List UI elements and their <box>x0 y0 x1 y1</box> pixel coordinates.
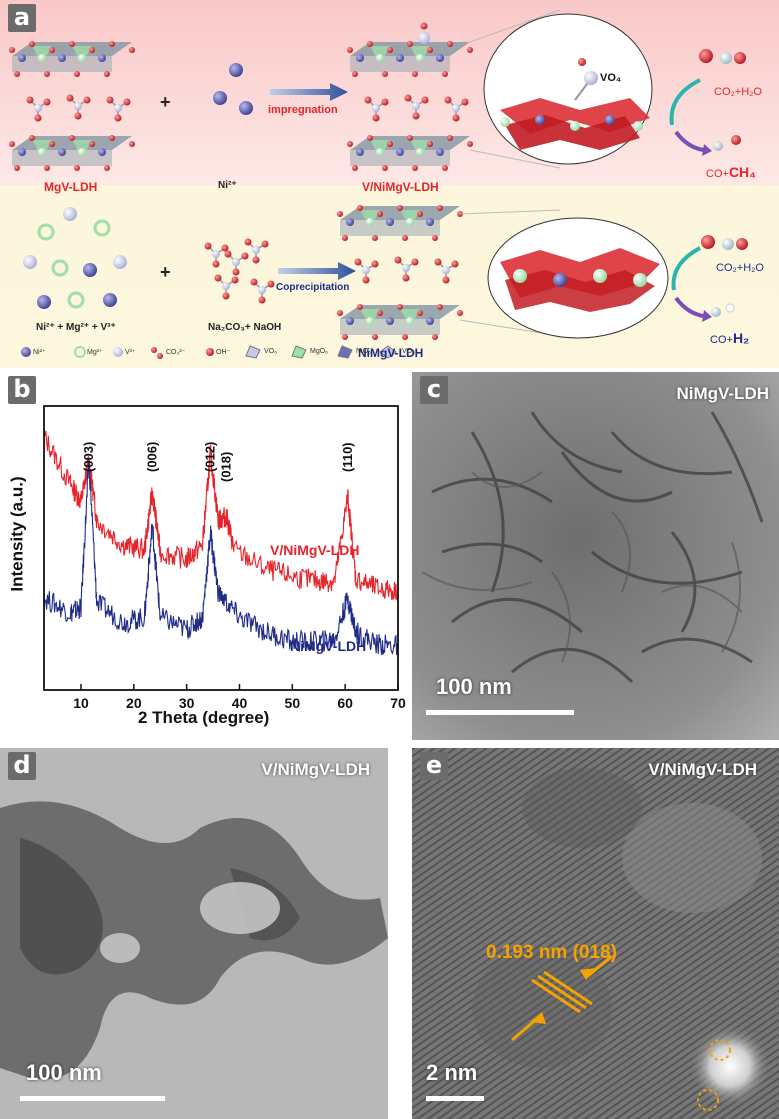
legend-ni: Ni²⁺ <box>33 349 46 356</box>
panel-c-sample-label: NiMgV-LDH <box>676 384 769 403</box>
panel-d-label: d <box>8 752 36 780</box>
x-tick-label: 50 <box>285 695 301 711</box>
row1-plus: + <box>160 92 171 112</box>
ni-ion-caption: Ni²⁺ <box>218 180 237 191</box>
xlabel: 2 Theta (degree) <box>138 708 270 727</box>
panel-c-scale-text: 100 nm <box>436 674 512 699</box>
legend-oh: OH⁻ <box>216 349 231 356</box>
peak-label: (006) <box>144 442 159 472</box>
row1-product-ch4: CH₄ <box>728 164 756 180</box>
panel-e-label: e <box>420 752 448 780</box>
v-nimgv-ldh-caption: V/NiMgV-LDH <box>362 180 439 194</box>
panel-e-scale-bar <box>426 1096 484 1101</box>
impregnation-label: impregnation <box>268 104 338 116</box>
row2-product-prefix: CO+ <box>710 334 733 346</box>
row2-plus: + <box>160 262 171 282</box>
row2-product-h2: H₂ <box>732 330 750 346</box>
legend-vo4: VO₄ <box>402 348 415 355</box>
panel-d-scale-text: 100 nm <box>26 1060 102 1085</box>
panel-b: 10 20 30 40 50 60 70 (003) (006) (012) (018) (110)… <box>0 372 410 732</box>
x-tick-label: 30 <box>179 695 195 711</box>
legend-v: V³⁺ <box>125 349 136 356</box>
legend: Ni²⁺ Mg²⁺ V³⁺ CO₃²⁻ OH⁻ VO₆ MgO₆ NiO₆ VO… <box>0 345 440 361</box>
panel-d: d V/NiMgV-LDH 100 nm <box>0 748 388 1119</box>
legend-mg: Mg²⁺ <box>87 349 103 356</box>
x-tick-label: 60 <box>337 695 353 711</box>
row2-reaction-reactants: CO₂+H₂O <box>716 262 764 274</box>
panel-e: e V/NiMgV-LDH 0.193 nm (018) 2 nm <box>412 748 779 1119</box>
row1-product-prefix: CO+ <box>706 168 729 180</box>
series-label-nimgv: NiMgV-LDH <box>290 638 367 654</box>
peak-label: (003) <box>81 442 96 472</box>
reagent-caption: Na₂CO₃+ NaOH <box>208 322 282 333</box>
coprecipitation-label: Coprecipitation <box>276 282 350 293</box>
peak-label: (012) <box>202 442 217 472</box>
panel-c-label: c <box>420 376 448 404</box>
plot-frame <box>43 405 399 691</box>
series-line-nimgv-ldh <box>43 461 398 656</box>
nimgv-ldh-caption: NiMgV-LDH <box>358 346 424 360</box>
tem-image-nimgv <box>412 372 779 740</box>
legend-co3: CO₃²⁻ <box>166 349 186 356</box>
x-tick-label: 20 <box>126 695 142 711</box>
legend-mgo6: MgO₆ <box>310 348 328 355</box>
panel-a: a MgV-LDH + Ni²⁺ impregnation V/NiMgV-LD… <box>0 0 779 368</box>
panel-b-label: b <box>8 376 36 404</box>
row1-reaction-products: CO+CH₄ <box>706 164 756 180</box>
panel-a-label: a <box>8 4 36 32</box>
peak-label: (018) <box>218 452 233 482</box>
x-tick-label: 10 <box>73 695 89 711</box>
hrtem-image <box>412 748 779 1119</box>
schematic-background <box>0 0 779 368</box>
legend-nio6: NiO₆ <box>356 348 371 355</box>
series-line-v-nimgv-ldh <box>43 430 398 601</box>
vo4-label: VO₄ <box>600 72 622 84</box>
precursor-ions-caption: Ni²⁺ + Mg²⁺ + V³⁺ <box>36 322 116 333</box>
row2-reaction-products: CO+H₂ <box>710 330 749 346</box>
panel-c: c NiMgV-LDH 100 nm <box>412 372 779 740</box>
panel-e-scale-text: 2 nm <box>426 1060 478 1085</box>
panel-d-scale-bar <box>20 1096 165 1101</box>
mgv-ldh-caption: MgV-LDH <box>44 180 98 194</box>
tem-image-v-nimgv <box>0 748 388 1119</box>
series-label-v-nimgv: V/NiMgV-LDH <box>270 542 360 558</box>
x-tick-label: 70 <box>390 695 406 711</box>
x-tick-label: 40 <box>232 695 248 711</box>
legend-vo6: VO₆ <box>264 348 277 355</box>
row1-reaction-reactants: CO₂+H₂O <box>714 86 762 98</box>
panel-d-sample-label: V/NiMgV-LDH <box>261 760 370 779</box>
xrd-chart: 10 20 30 40 50 60 70 (003) (006) (012) (018) (110) <box>43 405 406 711</box>
peak-label: (110) <box>340 442 355 472</box>
panel-c-scale-bar <box>426 710 574 715</box>
d-spacing-annotation: 0.193 nm (018) <box>486 942 617 963</box>
ylabel: Intensity (a.u.) <box>7 476 27 592</box>
panel-e-sample-label: V/NiMgV-LDH <box>648 760 757 779</box>
